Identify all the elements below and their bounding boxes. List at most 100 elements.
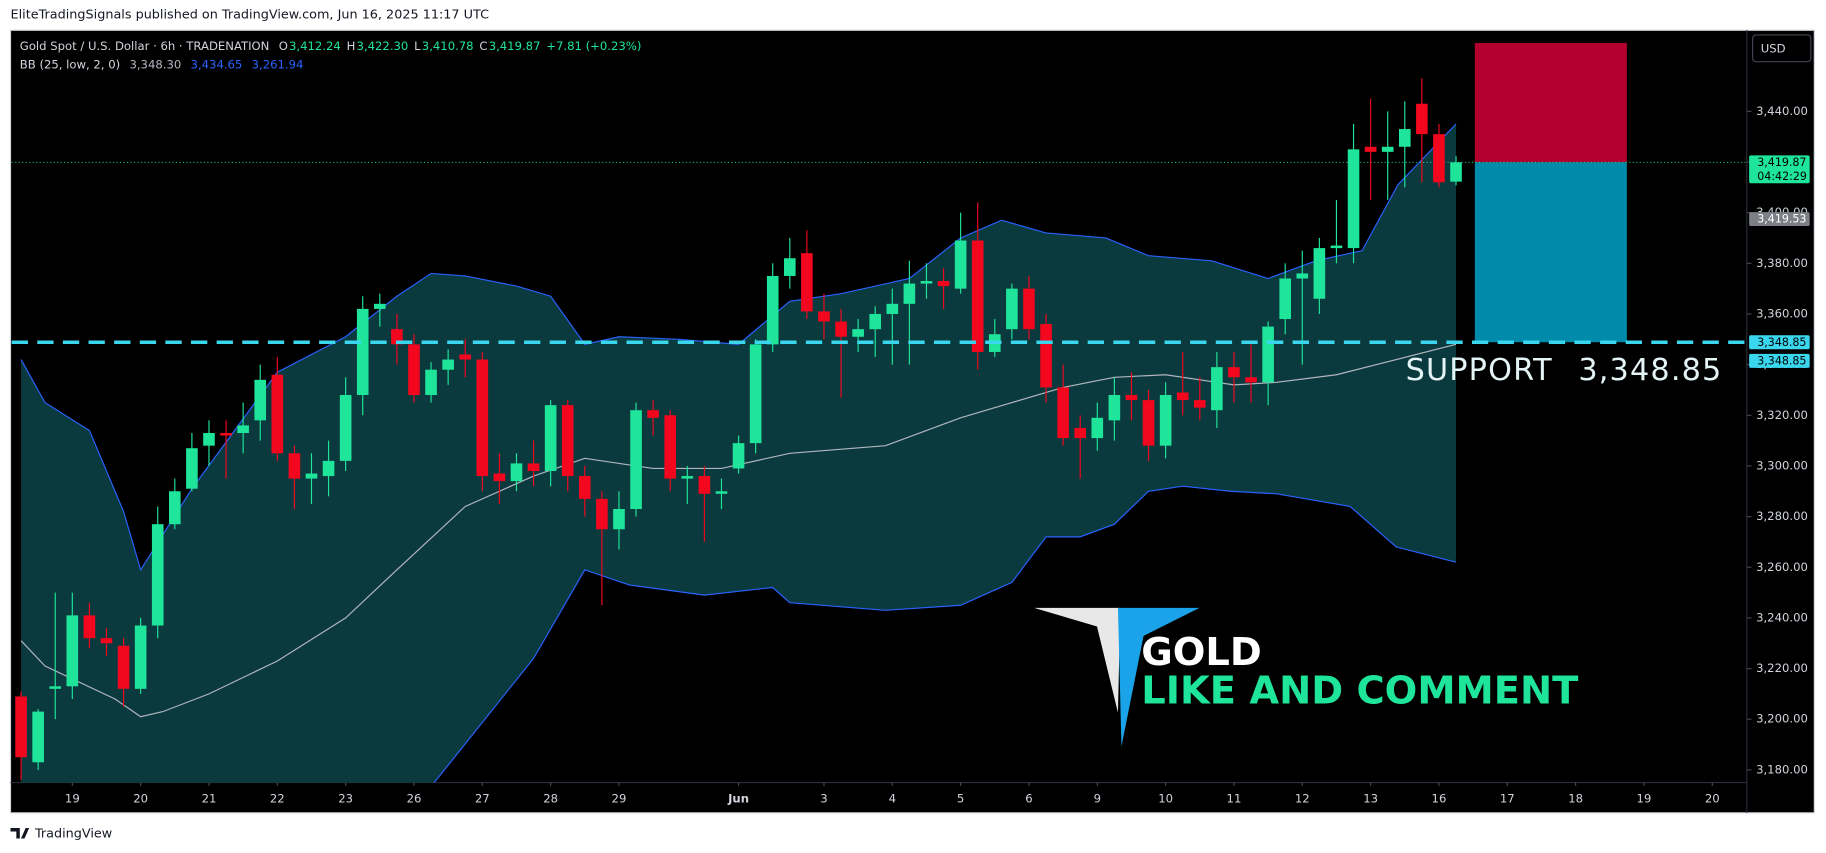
candle-body [442, 359, 454, 370]
x-tick-label: 12 [1295, 791, 1310, 805]
footer-brand: TradingView [34, 826, 112, 841]
y-tick-label: 3,440.00 [1756, 104, 1808, 118]
x-tick-label: 28 [543, 791, 558, 805]
price-tag [1749, 155, 1810, 184]
candle-body [664, 415, 677, 479]
candle-body [1433, 134, 1445, 183]
candle-body [1091, 417, 1104, 439]
candle-body [1262, 326, 1274, 383]
annotation-cta: LIKE AND COMMENT [1141, 668, 1578, 713]
currency: USD [1761, 41, 1786, 55]
legend-text: +7.81 (+0.23%) [546, 39, 641, 53]
candle-body [1381, 146, 1394, 152]
x-tick-label: 5 [957, 791, 964, 805]
legend-text: BB (25, low, 2, 0) [20, 58, 120, 72]
candle-body [903, 283, 916, 304]
candle-body [561, 405, 574, 477]
legend-text: O [279, 39, 288, 53]
candle-body [220, 433, 232, 436]
candle-body [100, 638, 113, 644]
candle-body [510, 463, 523, 482]
candle-body [237, 425, 249, 434]
candle-body [578, 476, 591, 499]
y-tick-label: 3,360.00 [1756, 306, 1808, 320]
candle-body [32, 711, 44, 763]
x-tick-label: 16 [1432, 791, 1447, 805]
candle-body [732, 443, 745, 469]
candle-body [134, 625, 147, 689]
x-tick-label: 20 [1705, 791, 1720, 805]
target-zone [1474, 162, 1627, 343]
candle-body [783, 258, 796, 276]
candle-body [920, 281, 933, 284]
y-tick-label: 3,220.00 [1756, 661, 1808, 675]
y-tick-label: 3,240.00 [1756, 610, 1808, 624]
price-tag-label: 3,419.87 [1757, 156, 1806, 169]
candle-body [1398, 129, 1411, 147]
candle-body [391, 329, 403, 345]
candle-body [305, 473, 318, 479]
x-tick-label: 13 [1363, 791, 1378, 805]
candle-body [1450, 162, 1462, 182]
y-tick-label: 3,260.00 [1756, 560, 1808, 574]
candle-body [971, 240, 984, 352]
candle-body [15, 696, 27, 758]
candle-body [681, 476, 694, 479]
candle-body [1040, 324, 1052, 388]
stop-zone [1474, 42, 1627, 163]
x-tick-label: 11 [1227, 791, 1242, 805]
legend-text: Gold Spot / U.S. Dollar · 6h · TRADENATI… [20, 39, 270, 53]
candle-body [1023, 288, 1035, 330]
candle-body [1057, 387, 1069, 439]
y-tick-label: 3,180.00 [1756, 762, 1808, 776]
candle-body [271, 374, 284, 454]
support-value: 3,348.85 [1578, 353, 1722, 388]
x-tick-label: 19 [1637, 791, 1652, 805]
candle-body [459, 354, 472, 360]
legend-text: 3,410.78 [422, 39, 474, 53]
x-tick-label: 18 [1568, 791, 1583, 805]
candle-body [425, 369, 437, 396]
footer: TradingView [10, 826, 112, 841]
logo-shape-blue [1117, 607, 1200, 747]
candle-body [339, 395, 352, 461]
price-tag [1749, 212, 1810, 227]
candle-body [613, 508, 625, 530]
candle-body [151, 524, 164, 626]
candle-body [169, 491, 181, 525]
x-tick-label: 26 [407, 791, 422, 805]
x-tick-label: 22 [270, 791, 285, 805]
legend-text: 3,419.87 [489, 39, 541, 53]
candle-body [322, 460, 335, 477]
y-tick-label: 3,280.00 [1756, 509, 1808, 523]
footer-logo [10, 827, 30, 839]
candle-body [1142, 400, 1155, 446]
x-tick-label: 9 [1094, 791, 1101, 805]
x-tick-label: 29 [612, 791, 627, 805]
candle-body [544, 405, 557, 472]
candle-body [715, 491, 728, 494]
candle-body [117, 645, 130, 689]
y-tick-label: 3,300.00 [1756, 458, 1808, 472]
candle-body [203, 433, 215, 446]
candle-body [408, 344, 420, 396]
x-tick-label: 10 [1158, 791, 1173, 805]
candle-body [356, 308, 369, 396]
candle-body [1074, 427, 1087, 439]
support-label: SUPPORT [1406, 353, 1553, 388]
annotation-title: GOLD [1141, 630, 1262, 675]
candle-body [1176, 392, 1189, 401]
price-countdown: 04:42:29 [1757, 170, 1807, 183]
currency-box[interactable] [1752, 34, 1812, 63]
band-line [433, 485, 1457, 783]
candle-body [818, 311, 830, 322]
legend-text: L [414, 39, 421, 53]
candle-body [1364, 146, 1377, 152]
candle-body [1245, 377, 1257, 383]
candle-body [749, 344, 762, 444]
candle-body [596, 498, 608, 530]
y-tick-label: 3,200.00 [1756, 712, 1808, 726]
candle-body [766, 275, 779, 345]
candle-body [1006, 288, 1018, 330]
candle-body [493, 473, 506, 482]
